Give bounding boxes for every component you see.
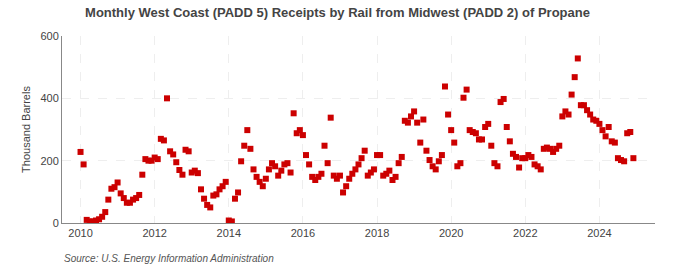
- svg-text:Thousand Barrels: Thousand Barrels: [20, 86, 32, 173]
- svg-text:2024: 2024: [587, 227, 611, 239]
- svg-text:2020: 2020: [439, 227, 463, 239]
- svg-text:400: 400: [40, 92, 58, 104]
- svg-text:2018: 2018: [365, 227, 389, 239]
- svg-text:200: 200: [40, 155, 58, 167]
- svg-text:2014: 2014: [217, 227, 241, 239]
- svg-text:2022: 2022: [513, 227, 537, 239]
- svg-text:2012: 2012: [142, 227, 166, 239]
- svg-text:Monthly West Coast (PADD 5) Re: Monthly West Coast (PADD 5) Receipts by …: [85, 5, 590, 20]
- svg-text:2010: 2010: [68, 227, 92, 239]
- svg-text:2016: 2016: [291, 227, 315, 239]
- svg-text:600: 600: [40, 30, 58, 42]
- svg-text:0: 0: [53, 217, 59, 229]
- svg-text:Source: U.S. Energy Informatio: Source: U.S. Energy Information Administ…: [64, 253, 274, 264]
